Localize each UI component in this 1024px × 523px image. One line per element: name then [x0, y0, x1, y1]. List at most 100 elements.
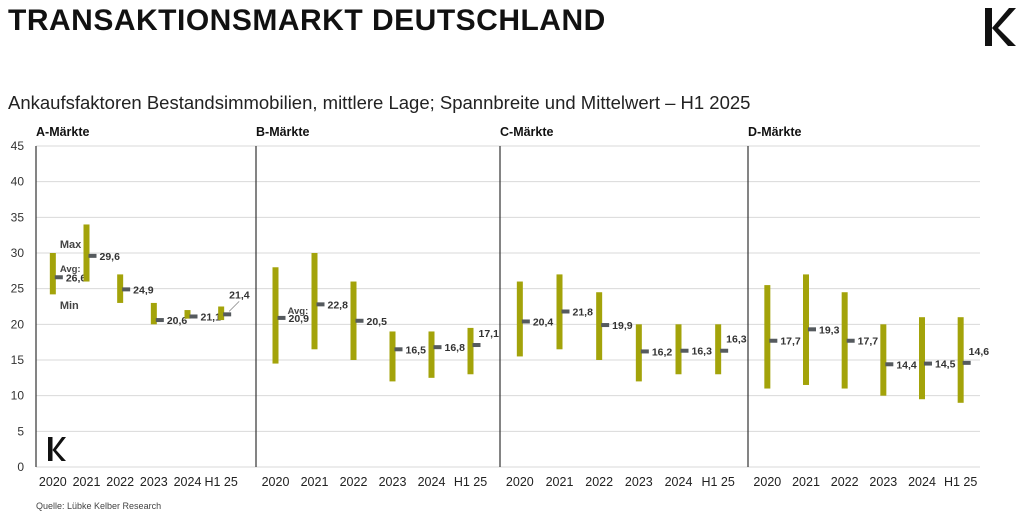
range-bar [49, 253, 56, 295]
x-tick-label: H1 25 [454, 475, 487, 489]
avg-marker [769, 338, 778, 343]
avg-value-label: 14,6 [969, 346, 990, 358]
x-tick-label: 2021 [73, 475, 101, 489]
avg-value-label: 20,6 [167, 315, 188, 327]
avg-marker [223, 312, 232, 317]
range-bar [516, 281, 523, 357]
x-tick-label: 2020 [39, 475, 67, 489]
avg-value-label: 16,8 [445, 342, 466, 354]
x-tick-label: 2021 [792, 475, 820, 489]
avg-value-label: 16,3 [726, 334, 747, 346]
avg-value-label: 17,7 [780, 336, 801, 348]
avg-marker [962, 360, 971, 365]
avg-marker [680, 348, 689, 353]
annotation-avg: Avg: [288, 306, 309, 317]
x-tick-label: 2020 [506, 475, 534, 489]
annotation-avg: Avg: [60, 264, 81, 275]
x-tick-label: 2022 [106, 475, 134, 489]
avg-value-label: 21,4 [229, 289, 250, 301]
avg-value-label: 16,2 [652, 346, 673, 358]
avg-value-label: 17,7 [858, 336, 879, 348]
avg-value-label: 20,9 [289, 313, 310, 325]
x-tick-label: 2022 [831, 475, 859, 489]
avg-value-label: 14,5 [935, 359, 956, 371]
range-bar [764, 285, 771, 389]
range-bar [596, 292, 603, 360]
range-bar [83, 224, 90, 282]
company-logo-icon [985, 8, 1016, 46]
range-bar [635, 324, 642, 382]
avg-value-label: 20,5 [367, 316, 388, 328]
y-tick-label: 45 [11, 139, 25, 153]
chart-logo-icon [48, 437, 66, 461]
y-tick-label: 5 [17, 424, 24, 438]
range-bar [150, 302, 157, 325]
avg-marker [54, 275, 63, 280]
avg-marker [316, 302, 325, 307]
range-bar [880, 324, 887, 396]
y-tick-label: 0 [17, 460, 24, 474]
x-tick-label: 2023 [379, 475, 407, 489]
range-bar [957, 317, 964, 403]
avg-value-label: 22,8 [328, 299, 349, 311]
avg-marker [924, 361, 932, 366]
range-bar [803, 274, 809, 385]
range-bar [919, 317, 925, 400]
avg-value-label: 24,9 [133, 284, 154, 296]
avg-marker [88, 253, 97, 258]
avg-marker [561, 309, 570, 314]
logo-arm [52, 437, 66, 461]
range-bar [184, 310, 191, 319]
avg-marker [433, 345, 442, 350]
y-tick-label: 30 [11, 246, 25, 260]
avg-marker [521, 319, 530, 324]
avg-marker [846, 338, 855, 343]
range-bar [428, 331, 435, 378]
avg-value-label: 16,3 [692, 346, 713, 358]
x-tick-label: H1 25 [204, 475, 237, 489]
range-bar [715, 324, 722, 375]
avg-value-label: 21,1 [201, 311, 222, 323]
x-tick-label: 2024 [174, 475, 202, 489]
avg-value-label: 19,3 [819, 324, 840, 336]
panel-title: C-Märkte [500, 125, 554, 139]
avg-value-label: 21,8 [573, 306, 594, 318]
x-tick-label: 2021 [301, 475, 329, 489]
x-tick-label: 2020 [262, 475, 290, 489]
range-bar [389, 331, 396, 382]
panel-title: A-Märkte [36, 125, 90, 139]
avg-value-label: 14,4 [896, 359, 917, 371]
range-bar [218, 306, 225, 321]
x-tick-label: 2023 [140, 475, 168, 489]
avg-value-label: 19,9 [612, 320, 633, 332]
x-tick-label: 2022 [340, 475, 368, 489]
panel-title: D-Märkte [748, 125, 802, 139]
range-bar [311, 253, 318, 350]
annotation-min: Min [60, 300, 79, 312]
x-tick-label: 2023 [625, 475, 653, 489]
avg-marker [885, 362, 894, 367]
x-tick-label: 2022 [585, 475, 613, 489]
x-tick-label: H1 25 [944, 475, 977, 489]
y-tick-label: 10 [11, 389, 25, 403]
range-bar [467, 327, 474, 375]
page-title: TRANSAKTIONSMARKT DEUTSCHLAND [8, 4, 606, 37]
avg-marker [355, 318, 364, 323]
x-tick-label: 2021 [546, 475, 574, 489]
y-tick-label: 25 [11, 282, 25, 296]
avg-marker [720, 348, 729, 353]
avg-marker [122, 287, 131, 292]
x-tick-label: H1 25 [701, 475, 734, 489]
range-bar [272, 267, 279, 364]
avg-value-label: 20,4 [533, 316, 554, 328]
x-tick-label: 2023 [869, 475, 897, 489]
logo-stem [48, 437, 53, 461]
label-leader-line [228, 301, 240, 312]
avg-marker [601, 323, 610, 328]
range-bar [675, 324, 682, 375]
x-tick-label: 2024 [908, 475, 936, 489]
annotation-max: Max [60, 239, 82, 251]
avg-marker [808, 327, 816, 332]
range-bar [841, 292, 848, 389]
